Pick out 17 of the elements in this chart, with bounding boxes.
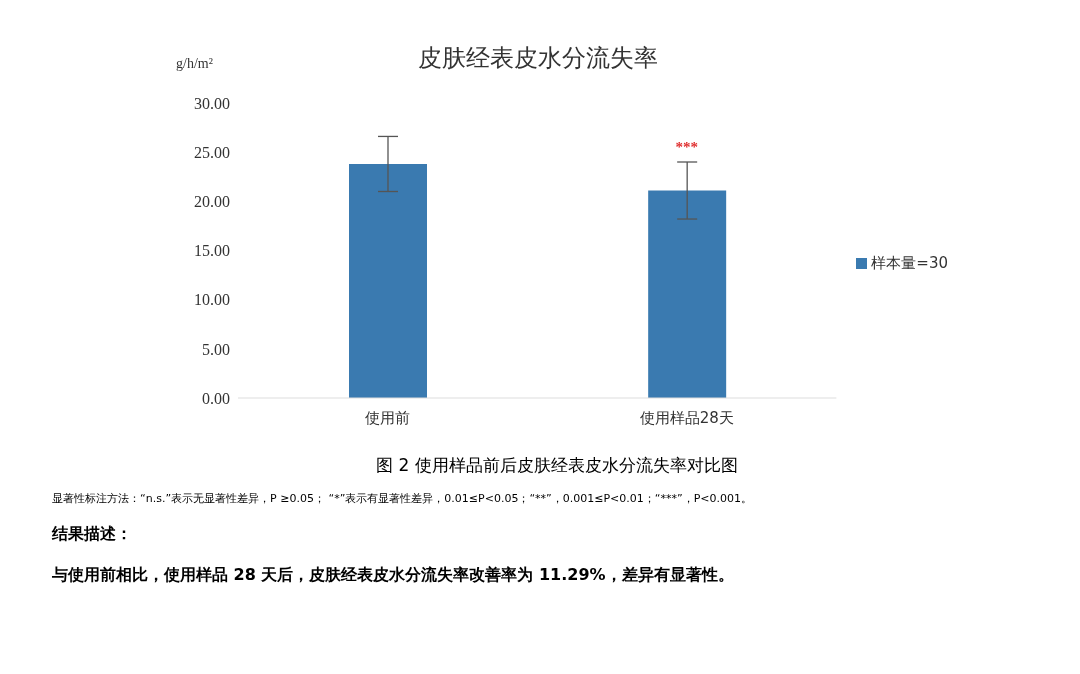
- y-tick-label: 30.00: [194, 94, 230, 112]
- legend-label: 样本量=30: [871, 253, 948, 272]
- y-tick-label: 5.00: [202, 340, 230, 358]
- text: 与使用前相比，使用样品 28 天后，皮肤经表皮水分流失率改善率为 11.29%，差异有显著性。: [52, 565, 735, 586]
- y-tick-label: 10.00: [194, 291, 230, 309]
- y-tick-label: 15.00: [194, 242, 230, 260]
- text: 结果描述：: [52, 524, 133, 545]
- caption: 图 2 使用样品前后皮肤经表皮水分流失率对比图: [375, 454, 739, 477]
- y-tick-label: 25.00: [194, 143, 230, 161]
- y-tick-label: 20.00: [194, 193, 230, 211]
- x-tick-label: 使用前: [365, 408, 411, 427]
- annotation: ***: [675, 139, 699, 155]
- text: 显著性标注方法：“n.s.”表示无显著性差异，P ≥0.05； “*”表示有显著性差异，0.01≤P<0.05；“**”，0.001≤P<0.01；“***”，P<0.001。: [52, 491, 754, 506]
- chart-title: 皮肤经表皮水分流失率: [417, 43, 659, 74]
- x-tick-label: 使用样品28天: [639, 408, 734, 427]
- y-tick-label: 0.00: [202, 389, 230, 407]
- y-axis-title: g/h/m²: [176, 56, 213, 72]
